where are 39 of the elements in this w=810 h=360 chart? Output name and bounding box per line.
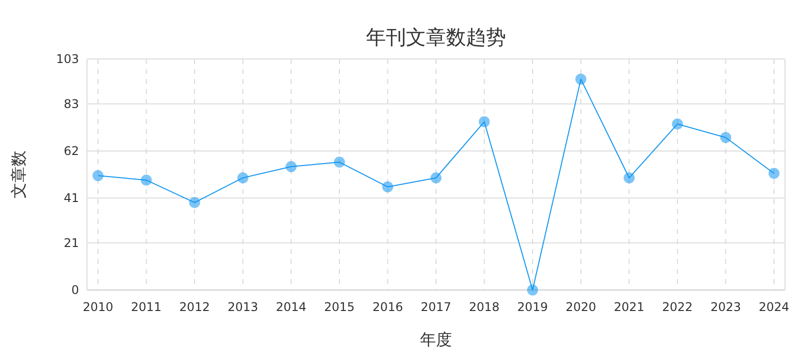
x-tick-label: 2023 <box>710 300 741 314</box>
point <box>189 197 200 208</box>
y-tick-label: 62 <box>64 144 79 158</box>
point <box>430 172 442 184</box>
x-tick-label: 2016 <box>372 300 403 314</box>
x-tick-label: 2015 <box>324 300 355 314</box>
x-tick-label: 2020 <box>566 300 596 314</box>
x-tick-label: 2021 <box>614 300 644 314</box>
x-tick-label: 2013 <box>228 300 258 314</box>
y-tick-label: 21 <box>64 236 79 250</box>
y-tick-label: 41 <box>64 191 79 206</box>
point <box>478 116 490 128</box>
y-tick-label: 0 <box>71 283 79 297</box>
point <box>768 168 780 179</box>
point <box>237 172 248 184</box>
x-tick-label: 2010 <box>82 300 114 314</box>
point <box>92 170 104 182</box>
x-tick-label: 2019 <box>517 300 548 314</box>
x-tick-label: 2012 <box>179 300 210 314</box>
x-tick-label: 2017 <box>420 300 452 314</box>
x-axis-title: 年度 <box>420 330 452 349</box>
x-tick-label: 2011 <box>131 300 162 314</box>
point <box>575 74 586 85</box>
point <box>140 174 152 186</box>
point <box>720 132 732 143</box>
point <box>286 161 297 172</box>
x-tick-label: 2024 <box>758 300 790 314</box>
x-tick-label: 2018 <box>469 300 500 314</box>
y-tick-label: 83 <box>64 96 79 111</box>
x-tick-label: 2014 <box>276 300 306 314</box>
chart-title: 年刊文章数趋势 <box>366 25 506 49</box>
point <box>382 181 394 192</box>
point <box>334 156 345 168</box>
point <box>672 118 683 130</box>
y-axis-title: 文章数 <box>9 150 28 198</box>
point <box>527 284 538 296</box>
y-tick-label: 103 <box>56 52 79 66</box>
point <box>624 172 635 184</box>
x-tick-label: 2022 <box>662 300 693 314</box>
